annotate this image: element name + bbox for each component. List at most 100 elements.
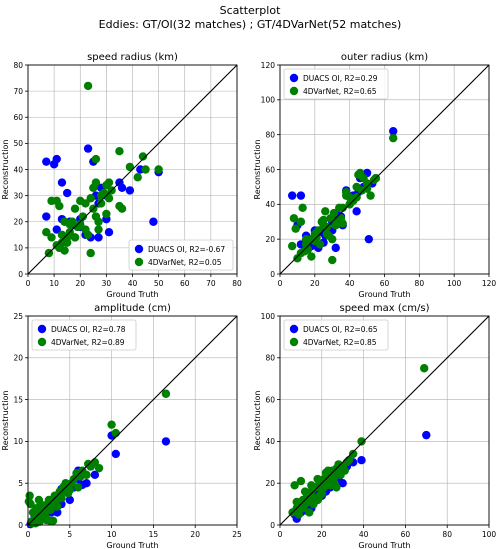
data-point bbox=[315, 240, 325, 249]
data-point bbox=[96, 199, 106, 208]
data-point bbox=[24, 497, 34, 506]
data-point bbox=[328, 479, 337, 488]
data-point bbox=[321, 207, 330, 216]
legend-marker bbox=[289, 73, 299, 83]
data-point bbox=[364, 234, 374, 244]
legend: DUACS OI, R2=0.78 4DVarNet, R2=0.89 bbox=[31, 319, 137, 351]
legend-box bbox=[283, 319, 389, 351]
data-point bbox=[83, 144, 93, 153]
data-point bbox=[83, 230, 93, 240]
y-axis-label: Reconstruction bbox=[253, 140, 262, 200]
y-tick-label: 20 bbox=[265, 479, 275, 488]
data-point bbox=[104, 194, 114, 203]
data-point bbox=[422, 430, 431, 440]
data-point bbox=[57, 230, 67, 240]
y-tick-label: 15 bbox=[13, 395, 23, 404]
chart-title: outer radius (km) bbox=[341, 52, 428, 63]
data-point bbox=[315, 491, 324, 500]
legend-label: DUACS OI, R2=0.65 bbox=[303, 325, 378, 334]
chart-title: speed max (cm/s) bbox=[340, 303, 430, 314]
data-point bbox=[296, 476, 306, 486]
series-4dvarnet bbox=[287, 133, 398, 265]
x-tick-label: 70 bbox=[206, 279, 216, 288]
data-point bbox=[117, 183, 127, 192]
legend-marker bbox=[134, 257, 144, 267]
data-point bbox=[82, 479, 91, 488]
data-point bbox=[104, 178, 114, 187]
y-tick-label: 40 bbox=[265, 437, 275, 446]
data-point bbox=[42, 157, 51, 166]
series-duacs-oi bbox=[287, 126, 398, 253]
data-point bbox=[149, 217, 158, 226]
series-4dvarnet bbox=[288, 364, 429, 519]
data-point bbox=[289, 214, 299, 223]
data-point bbox=[76, 472, 85, 481]
identity-line bbox=[27, 64, 238, 275]
x-axis-label: Ground Truth bbox=[358, 290, 410, 299]
x-tick-label: 100 bbox=[447, 279, 462, 288]
data-point bbox=[70, 233, 80, 242]
legend: DUACS OI, R2=0.65 4DVarNet, R2=0.85 bbox=[283, 319, 389, 351]
data-point bbox=[34, 495, 44, 505]
data-point bbox=[328, 234, 337, 244]
plot-frame bbox=[27, 64, 238, 275]
x-tick-label: 60 bbox=[180, 279, 190, 288]
data-point bbox=[94, 233, 103, 242]
y-tick-label: 50 bbox=[13, 139, 23, 148]
x-tick-label: 0 bbox=[278, 530, 283, 539]
data-point bbox=[62, 238, 72, 247]
data-point bbox=[60, 246, 69, 255]
y-tick-label: 100 bbox=[261, 312, 276, 321]
x-tick-label: 40 bbox=[128, 279, 138, 288]
data-point bbox=[78, 212, 88, 221]
data-point bbox=[296, 191, 306, 200]
data-point bbox=[104, 228, 114, 237]
x-tick-label: 60 bbox=[401, 530, 411, 539]
x-tick-label: 80 bbox=[232, 279, 242, 288]
data-point bbox=[344, 456, 354, 465]
y-tick-label: 0 bbox=[270, 270, 275, 279]
data-point bbox=[125, 162, 135, 172]
data-point bbox=[90, 470, 100, 480]
data-point bbox=[86, 248, 95, 258]
x-tick-label: 100 bbox=[482, 530, 497, 539]
data-point bbox=[52, 154, 61, 164]
x-tick-label: 50 bbox=[154, 279, 164, 288]
data-point bbox=[86, 194, 95, 203]
data-point bbox=[76, 220, 85, 229]
y-tick-label: 80 bbox=[265, 354, 275, 363]
x-axis-label: Ground Truth bbox=[106, 290, 158, 299]
data-point bbox=[362, 184, 372, 193]
data-point bbox=[287, 191, 297, 200]
data-point bbox=[62, 188, 72, 198]
data-point bbox=[76, 196, 85, 206]
data-point bbox=[389, 126, 398, 136]
y-tick-label: 40 bbox=[265, 200, 275, 209]
panels: 0 10 20 30 40 50 60 70 8001020304050607080speed … bbox=[1, 52, 496, 549]
data-point bbox=[60, 217, 69, 226]
y-tick-label: 20 bbox=[265, 235, 275, 244]
y-tick-label: 20 bbox=[13, 218, 23, 227]
data-point bbox=[37, 504, 46, 514]
legend-marker bbox=[289, 337, 299, 347]
data-point bbox=[91, 212, 101, 221]
x-tick-label: 20 bbox=[190, 530, 200, 539]
data-point bbox=[328, 255, 337, 265]
data-point bbox=[291, 224, 300, 233]
data-point bbox=[83, 459, 93, 469]
y-tick-label: 60 bbox=[13, 113, 23, 122]
x-tick-label: 0 bbox=[278, 279, 283, 288]
figure-suptitle: Scatterplot bbox=[220, 4, 281, 17]
legend-label: 4DVarNet, R2=0.89 bbox=[51, 338, 125, 347]
x-tick-label: 30 bbox=[102, 279, 112, 288]
legend-marker bbox=[37, 324, 47, 334]
data-point bbox=[111, 428, 120, 438]
y-axis-label: Reconstruction bbox=[253, 391, 262, 451]
data-point bbox=[319, 483, 329, 492]
legend-marker bbox=[37, 337, 47, 347]
data-point bbox=[138, 152, 148, 161]
x-tick-label: 25 bbox=[232, 530, 242, 539]
y-axis-label: Reconstruction bbox=[1, 140, 10, 200]
y-tick-label: 40 bbox=[13, 165, 23, 174]
data-point bbox=[102, 209, 111, 219]
